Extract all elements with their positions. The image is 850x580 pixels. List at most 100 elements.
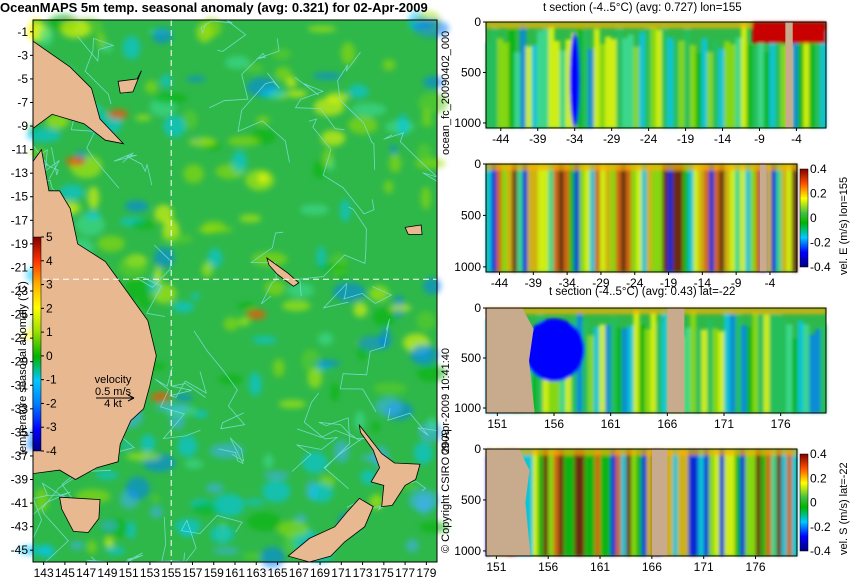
map-ytick-label: -35 <box>11 425 29 439</box>
section-column <box>752 312 759 413</box>
anomaly-patch <box>191 292 200 300</box>
anomaly-patch <box>201 262 213 278</box>
section-column <box>558 164 565 272</box>
anomaly-patch <box>262 480 291 503</box>
map-xtick-label: 159 <box>204 566 224 580</box>
section-xtick-label: 166 <box>657 417 677 431</box>
anomaly-patch <box>275 67 292 81</box>
anomaly-patch <box>125 277 149 301</box>
section-column <box>503 42 510 128</box>
section-field <box>486 164 798 272</box>
anomaly-patch <box>227 136 260 147</box>
section-column <box>775 38 782 128</box>
map-ytick-label: -45 <box>11 543 29 557</box>
section-panel-4: 0 500 1000 151 156 161 166 171 176 0.4 0.2 0 -0.2 -0.… <box>454 442 831 574</box>
anomaly-patch <box>210 524 235 544</box>
section-column <box>682 449 689 556</box>
section-column <box>684 327 691 413</box>
contour-line <box>299 206 367 296</box>
section-ytick-label: 0 <box>474 442 481 456</box>
velocity-alt: 4 kt <box>104 398 122 410</box>
section-ytick-label: 0 <box>474 301 481 315</box>
map-ytick-label: -9 <box>17 119 28 133</box>
section-column <box>712 328 719 413</box>
colorbar-tick-label: 2 <box>46 301 53 315</box>
section-ytick-label: 500 <box>461 493 481 507</box>
section-column <box>775 313 782 413</box>
anomaly-patch <box>59 184 85 201</box>
section-column <box>724 449 731 556</box>
section-column <box>543 164 549 272</box>
anomaly-patch <box>188 137 217 147</box>
section-column <box>644 26 651 129</box>
anomaly-patch <box>155 403 191 413</box>
map-ytick-label: -11 <box>12 143 29 157</box>
anomaly-patch <box>160 233 194 244</box>
section-column <box>662 164 668 272</box>
anomaly-patch <box>272 358 285 378</box>
section-column <box>582 320 589 413</box>
section-xtick-label: 166 <box>642 560 662 574</box>
map-xtick-label: 143 <box>34 566 54 580</box>
section-column <box>693 449 700 556</box>
map-ytick-label: -5 <box>17 72 28 86</box>
anomaly-patch <box>415 19 450 38</box>
section-column <box>622 328 629 413</box>
anomaly-patch <box>75 213 105 237</box>
section-column <box>750 449 757 556</box>
section-column <box>620 449 627 556</box>
anomaly-patch <box>152 92 188 104</box>
anomaly-patch <box>295 514 308 523</box>
warm-anomaly <box>108 109 129 120</box>
section-field <box>486 449 798 556</box>
map-xtick-label: 149 <box>97 566 117 580</box>
anomaly-patch <box>243 552 264 561</box>
section-column <box>616 24 623 129</box>
section-column <box>548 449 554 556</box>
section-xtick-label: -4 <box>791 132 802 146</box>
vel-e-label: vel. E (m/s) lon=155 <box>838 176 850 275</box>
section-column <box>786 324 793 413</box>
anomaly-patch <box>313 160 325 180</box>
section-column <box>599 43 606 128</box>
anomaly-patch <box>256 116 270 125</box>
section-column <box>616 327 623 413</box>
section-column <box>667 37 674 129</box>
velocity-colorbar-label: 0 <box>810 496 817 510</box>
map-ytick-label: -29 <box>11 355 29 369</box>
map-xtick-label: 165 <box>268 566 288 580</box>
section-xtick-label: 171 <box>694 560 714 574</box>
section-ytick-label: 0 <box>474 15 481 29</box>
section-column <box>739 449 746 556</box>
section-column <box>496 164 503 272</box>
contour-line <box>200 19 247 52</box>
section-column <box>506 164 513 272</box>
section-column <box>684 27 691 128</box>
anomaly-patch <box>413 441 433 465</box>
section-column <box>532 449 539 556</box>
colorbar-tick-label: 1 <box>46 325 53 339</box>
anomaly-patch <box>257 172 270 184</box>
section-column <box>781 164 788 272</box>
section-column <box>656 29 663 128</box>
section-column <box>792 337 799 413</box>
colorbar-tick-label: 3 <box>46 278 53 292</box>
section-column <box>661 24 668 128</box>
anomaly-patch <box>86 540 97 554</box>
section-column <box>486 42 493 128</box>
anomaly-patch <box>351 103 387 117</box>
anomaly-patch <box>382 59 396 71</box>
colorbar-tick-label: -1 <box>46 373 57 387</box>
ridge-gap <box>651 449 668 556</box>
anomaly-patch <box>34 488 49 513</box>
section-column <box>667 164 674 272</box>
anomaly-patch <box>140 434 156 453</box>
section-column <box>593 326 600 413</box>
section-column <box>576 25 583 128</box>
anomaly-patch <box>39 544 55 559</box>
section-column <box>690 44 697 128</box>
map-ytick-label: -25 <box>11 308 29 322</box>
section-column <box>646 449 653 556</box>
map-panel: 5 4 3 2 1 0 -1 -2 -3 -4 -1 -3 -5 -7 -9 -11 -13 -15 -17 -19 -… <box>11 10 450 580</box>
